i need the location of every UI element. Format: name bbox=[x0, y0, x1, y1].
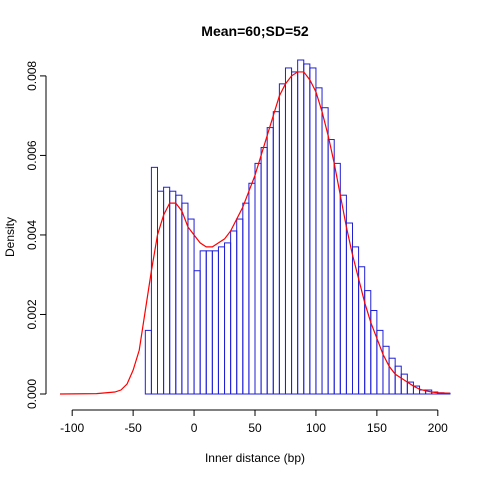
y-tick-label: 0.002 bbox=[25, 299, 39, 329]
y-tick-label: 0.004 bbox=[25, 220, 39, 250]
histogram-bar bbox=[400, 373, 408, 395]
y-tick-label: 0.006 bbox=[25, 140, 39, 170]
histogram-bar bbox=[266, 127, 274, 395]
histogram-bar bbox=[236, 218, 244, 395]
chart-title: Mean=60;SD=52 bbox=[201, 23, 309, 39]
x-tick-label: 0 bbox=[191, 421, 198, 435]
histogram-bar bbox=[309, 67, 317, 395]
histogram-bar bbox=[242, 202, 250, 395]
x-tick-label: 200 bbox=[428, 421, 448, 435]
histogram-bar bbox=[278, 83, 286, 395]
histogram-bar bbox=[163, 186, 171, 395]
histogram-bar bbox=[303, 63, 311, 395]
histogram-bar bbox=[248, 182, 256, 395]
histogram-bar bbox=[199, 250, 207, 395]
x-tick-label: -50 bbox=[124, 421, 142, 435]
histogram-bar bbox=[297, 59, 305, 395]
histogram-bar bbox=[187, 218, 195, 395]
histogram-bar bbox=[157, 190, 165, 395]
y-axis: 0.000 0.002 0.004 0.006 0.008 bbox=[25, 61, 47, 409]
histogram-bar bbox=[284, 67, 293, 395]
y-axis-label: Density bbox=[3, 217, 17, 257]
histogram-bar bbox=[394, 365, 402, 395]
x-tick-label: 50 bbox=[248, 421, 262, 435]
histogram-bar bbox=[291, 71, 299, 395]
histogram-bars bbox=[144, 59, 451, 395]
histogram-bar bbox=[193, 270, 201, 395]
histogram-bar bbox=[224, 242, 232, 395]
x-axis: -100 -50 0 50 100 150 200 bbox=[60, 409, 448, 435]
histogram-bar bbox=[321, 107, 329, 395]
density-curve bbox=[59, 71, 451, 395]
histogram-bar bbox=[327, 139, 335, 395]
histogram-bar bbox=[388, 357, 396, 395]
y-tick-label: 0.008 bbox=[25, 61, 39, 91]
histogram-bar bbox=[150, 166, 158, 395]
histogram-bar bbox=[211, 250, 219, 395]
histogram-bar bbox=[254, 162, 262, 395]
histogram-bar bbox=[382, 345, 390, 395]
histogram-bar bbox=[230, 230, 238, 395]
histogram-bar bbox=[260, 146, 268, 395]
histogram-bar bbox=[175, 194, 183, 395]
x-axis-label: Inner distance (bp) bbox=[205, 451, 305, 465]
histogram-bar bbox=[144, 329, 152, 395]
histogram-bar bbox=[370, 310, 378, 395]
histogram-bar bbox=[205, 250, 213, 395]
y-tick-label: 0.000 bbox=[25, 379, 39, 409]
x-tick-label: 150 bbox=[367, 421, 387, 435]
histogram-bar bbox=[358, 266, 366, 395]
histogram-bar bbox=[181, 202, 189, 395]
x-tick-label: 100 bbox=[306, 421, 326, 435]
histogram-bar bbox=[272, 111, 280, 395]
histogram-bar bbox=[315, 87, 323, 395]
histogram-bar bbox=[169, 190, 177, 395]
x-tick-label: -100 bbox=[60, 421, 84, 435]
histogram-bar bbox=[333, 162, 341, 395]
histogram-bar bbox=[217, 246, 226, 395]
